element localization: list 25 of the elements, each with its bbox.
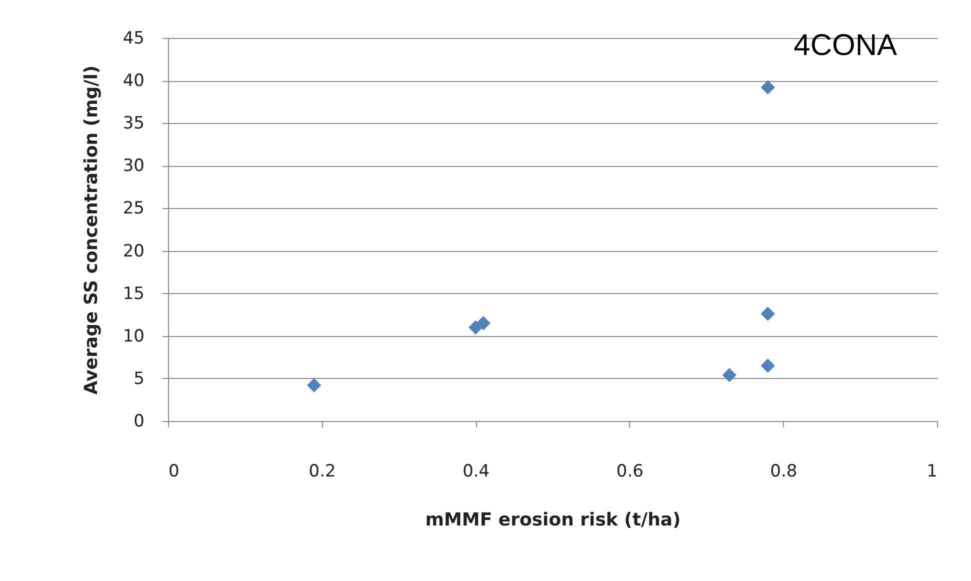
point <box>760 80 775 94</box>
y-tick-label: 25 <box>122 198 144 219</box>
y-tick-label: 35 <box>122 114 144 134</box>
x-tick-label: 1 <box>926 462 938 482</box>
y-tick-label: 0 <box>134 412 144 432</box>
y-tick-label: 5 <box>134 368 144 389</box>
y-axis-title: Average SS concentration (mg/l) <box>80 65 102 395</box>
y-tick-label: 10 <box>122 326 144 346</box>
x-tick-label: 0.8 <box>770 462 798 482</box>
point <box>722 368 736 382</box>
x-tick-label: 0 <box>168 462 180 482</box>
y-tick-label: 40 <box>122 71 144 92</box>
y-tick-label: 45 <box>122 28 144 48</box>
y-tick-label: 30 <box>122 156 144 176</box>
x-axis-title: mMMF erosion risk (t/ha) <box>425 510 681 530</box>
x-tick-label: 0.2 <box>308 462 336 482</box>
y-tick-label: 15 <box>122 284 144 304</box>
point <box>760 358 775 373</box>
point <box>476 316 490 330</box>
point <box>760 306 775 321</box>
y-tick-label: 20 <box>122 241 144 262</box>
x-tick-label: 0.4 <box>462 462 490 482</box>
point <box>307 378 322 392</box>
x-tick-label: 0.6 <box>616 462 644 482</box>
annotation: 4CONA <box>794 29 897 62</box>
